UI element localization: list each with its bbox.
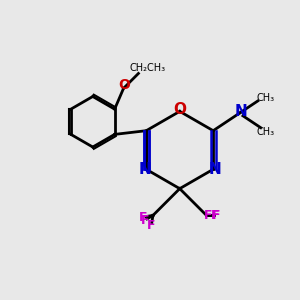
Text: F: F [147,219,156,232]
Text: CH₂CH₃: CH₂CH₃ [129,62,165,73]
Text: F: F [204,209,212,222]
Text: N: N [235,104,248,119]
Text: F: F [140,214,149,227]
Text: F: F [139,211,147,224]
Text: N: N [208,162,221,177]
Text: CH₃: CH₃ [256,93,274,103]
Text: F: F [212,209,220,222]
Text: O: O [118,78,130,92]
Text: N: N [138,162,151,177]
Text: CH₃: CH₃ [256,127,274,137]
Text: F: F [210,209,219,222]
Text: O: O [173,102,186,117]
